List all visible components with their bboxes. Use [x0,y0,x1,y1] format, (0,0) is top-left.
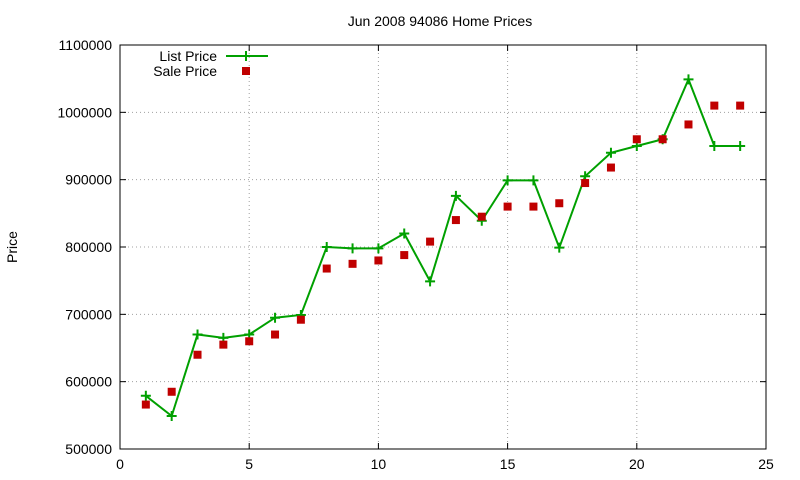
x-tick-label: 10 [371,456,387,472]
chart-title: Jun 2008 94086 Home Prices [348,13,532,29]
data-point [399,228,410,239]
data-point [581,179,590,188]
data-point [528,175,539,186]
data-point [400,251,409,260]
data-point [683,74,694,85]
data-point [658,135,667,144]
x-tick-label: 0 [116,456,124,472]
data-point [425,276,436,287]
data-point [140,390,151,401]
y-tick-label: 700000 [65,306,112,322]
data-point [710,101,719,110]
data-point [632,135,641,144]
data-point [735,141,746,151]
legend-marker-sale-price [242,67,250,75]
y-tick-label: 600000 [65,374,112,390]
y-tick-labels: 500000 600000 700000 800000 900000 1000000 110… [57,37,112,457]
y-tick-label: 900000 [65,172,112,188]
series-list-price [140,74,746,422]
y-tick-label: 800000 [65,239,112,255]
legend-label-sale-price: Sale Price [153,63,217,79]
y-tick-label: 1000000 [57,104,112,120]
legend-label-list-price: List Price [159,48,217,64]
data-point [426,237,435,246]
data-point [373,243,384,254]
data-point [555,199,564,208]
data-point [736,101,745,110]
data-point [502,175,513,186]
legend-cross-list-price [241,51,251,61]
data-point [709,141,720,151]
y-tick-label: 1100000 [59,37,113,53]
data-series [140,74,746,422]
data-point [141,400,150,409]
data-point [193,350,202,359]
series-line [145,76,741,418]
data-point [374,256,383,265]
data-point [321,242,332,252]
x-tick-label: 15 [500,456,516,472]
data-point [503,202,512,211]
y-tick-label: 500000 [65,441,112,457]
x-tick-label: 25 [758,456,774,472]
data-point [166,411,177,422]
data-point [348,259,357,268]
plot-frame [119,44,767,450]
x-tick-label: 20 [629,456,645,472]
data-point [450,190,461,201]
series-sale-price [141,101,745,409]
data-point [219,340,228,349]
data-point [271,330,280,339]
data-point [605,147,616,158]
x-tick-labels: 0 5 10 15 20 25 [116,456,774,472]
data-point [245,337,254,346]
data-point [554,242,565,253]
y-axis-label: Price [4,231,20,263]
data-point [192,329,203,340]
data-point [529,202,538,211]
data-point [347,243,358,254]
grid-lines [120,45,766,449]
data-point [477,212,486,221]
data-point [451,216,460,225]
data-point [322,264,331,273]
data-point [606,163,615,172]
x-tick-label: 5 [245,456,253,472]
data-point [684,120,693,129]
data-point [167,387,176,396]
data-point [296,315,305,324]
data-point [270,312,281,323]
legend: List Price Sale Price [153,48,268,79]
